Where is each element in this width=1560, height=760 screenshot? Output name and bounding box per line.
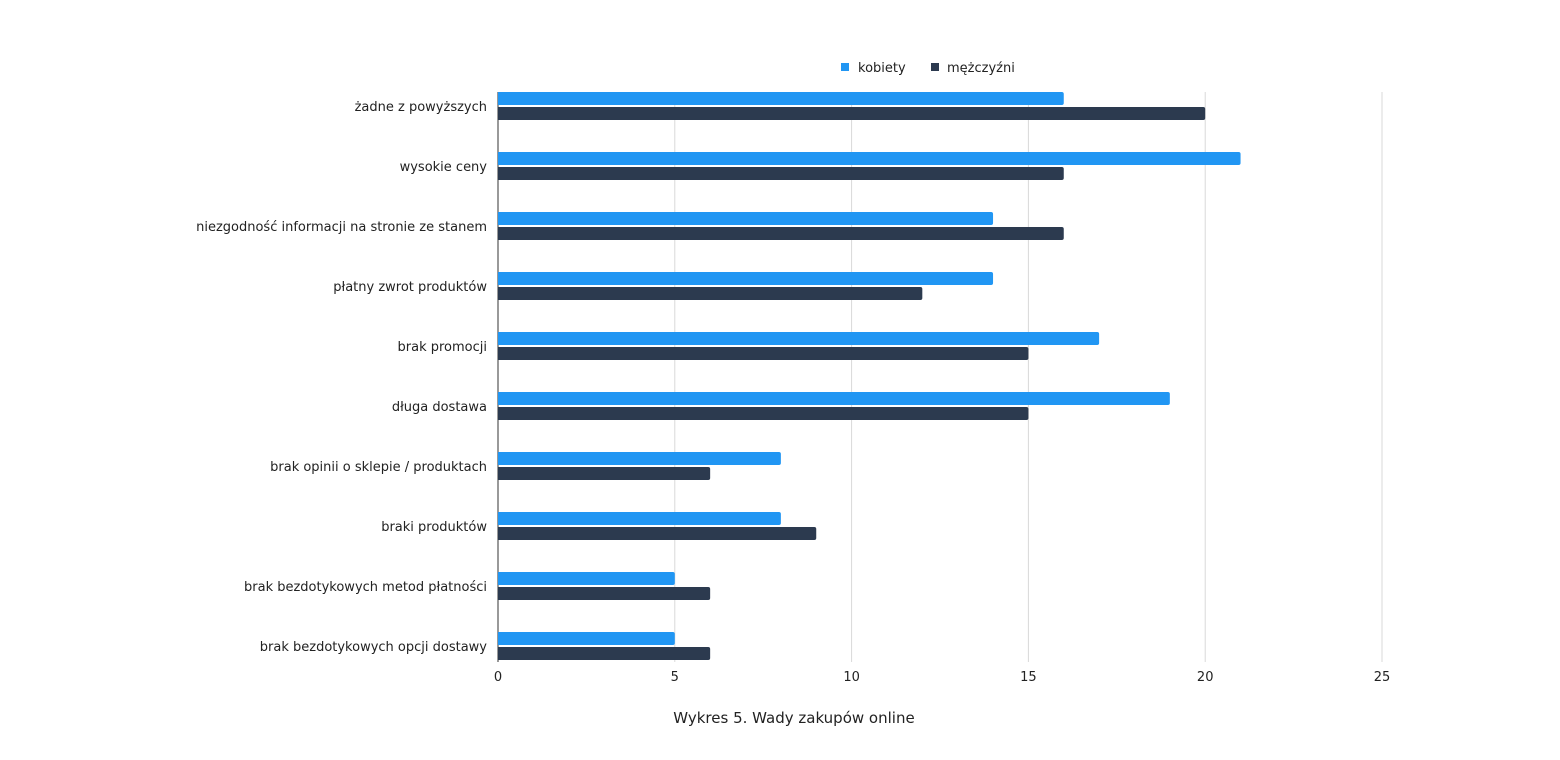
bar-series-0	[498, 392, 1170, 405]
x-tick-label: 15	[1020, 670, 1037, 685]
bar-series-1	[498, 227, 1064, 240]
bar-series-1	[498, 107, 1206, 120]
category-labels: żadne z powyższych wysokie ceny niezgodnoś…	[196, 100, 487, 655]
bar-series-1	[498, 287, 923, 300]
bar-series-0	[498, 92, 1064, 105]
legend-label-series-0: kobiety	[858, 61, 906, 76]
bar-series-0	[498, 152, 1241, 165]
legend-label-series-1: mężczyźni	[947, 61, 1015, 76]
legend: kobiety mężczyźni	[841, 61, 1015, 76]
x-tick-label: 5	[671, 670, 679, 685]
category-label: niezgodność informacji na stronie ze sta…	[196, 220, 487, 235]
category-label: brak promocji	[398, 340, 487, 355]
bar-series-1	[498, 587, 711, 600]
bar-series-0	[498, 272, 994, 285]
bar-series-0	[498, 332, 1100, 345]
bar-series-0	[498, 212, 994, 225]
category-label: długa dostawa	[392, 400, 487, 415]
x-axis-ticks: 0 5 10 15 20 25	[494, 670, 1390, 685]
bar-series-1	[498, 167, 1064, 180]
category-label: brak bezdotykowych metod płatności	[244, 580, 487, 595]
grid-lines	[497, 92, 1383, 662]
category-label: braki produktów	[381, 520, 487, 535]
legend-swatch-series-0	[841, 63, 849, 71]
bar-series-1	[498, 647, 711, 660]
bar-series-1	[498, 467, 711, 480]
category-label: żadne z powyższych	[355, 100, 487, 115]
bar-series-0	[498, 632, 675, 645]
bar-series-1	[498, 347, 1029, 360]
category-label: płatny zwrot produktów	[333, 280, 487, 295]
x-tick-label: 20	[1197, 670, 1214, 685]
category-label: brak bezdotykowych opcji dostawy	[260, 640, 488, 655]
bars	[498, 92, 1241, 660]
bar-series-0	[498, 512, 781, 525]
legend-swatch-series-1	[931, 63, 939, 71]
x-tick-label: 10	[843, 670, 860, 685]
bar-series-1	[498, 407, 1029, 420]
category-label: brak opinii o sklepie / produktach	[270, 460, 487, 475]
x-tick-label: 0	[494, 670, 502, 685]
bar-series-1	[498, 527, 817, 540]
bar-series-0	[498, 572, 675, 585]
chart-caption: Wykres 5. Wady zakupów online	[673, 709, 914, 727]
x-tick-label: 25	[1374, 670, 1391, 685]
bar-series-0	[498, 452, 781, 465]
category-label: wysokie ceny	[400, 160, 488, 175]
